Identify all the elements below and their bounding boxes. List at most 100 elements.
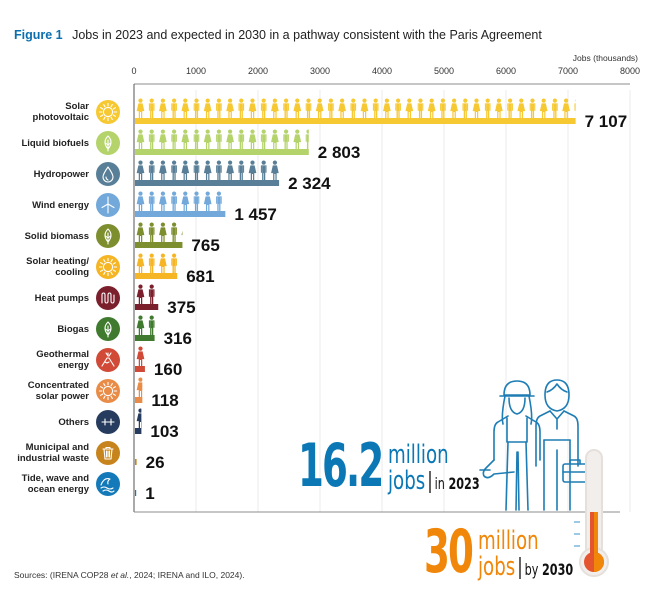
male-figure-icon <box>552 98 558 119</box>
female-figure-icon <box>136 253 145 274</box>
female-figure-icon <box>450 98 458 119</box>
category-label-line: Concentrated <box>27 380 89 391</box>
bars <box>135 98 576 496</box>
leaf-icon <box>96 131 120 155</box>
bar-people <box>136 377 143 398</box>
female-figure-icon <box>136 346 145 367</box>
female-figure-icon <box>248 129 257 150</box>
value-label: 7 107 <box>584 112 628 131</box>
bar-2 <box>135 160 280 186</box>
x-tick-label: 8000 <box>619 66 641 76</box>
sources-note: Sources: (IRENA COP28 et al., 2024; IREN… <box>14 570 245 580</box>
female-figure-icon <box>159 160 167 181</box>
bar-10 <box>135 408 142 434</box>
male-figure-icon <box>372 98 379 119</box>
female-figure-icon <box>383 98 391 119</box>
annotation-2030-unit: million <box>478 526 539 556</box>
leaf-icon <box>96 224 120 248</box>
category-label: Solid biomass <box>25 231 89 242</box>
bar-base <box>135 335 155 341</box>
male-figure-icon <box>574 98 576 119</box>
value-label: 26 <box>145 453 165 472</box>
category-label: Tide, wave and ocean energy <box>22 473 89 495</box>
bar-11 <box>135 459 137 465</box>
category-label-line: cooling <box>55 267 89 278</box>
category-label: Geothermal energy <box>36 349 89 371</box>
sun-icon <box>96 100 120 124</box>
annotation-2023: 16.2 million jobs in 2023 <box>298 436 480 496</box>
category-label-line: Tide, wave and <box>21 473 89 484</box>
male-figure-icon <box>507 98 513 119</box>
category-label: Wind energy <box>32 200 89 211</box>
category-label: Biogas <box>57 324 89 335</box>
male-figure-icon <box>462 98 469 119</box>
female-figure-icon <box>226 129 234 150</box>
female-figure-icon <box>159 222 167 243</box>
figure-number: Figure 1 <box>14 28 63 42</box>
male-figure-icon <box>350 98 357 119</box>
plus-plus-icon <box>96 410 120 434</box>
female-figure-icon <box>203 129 212 150</box>
bar-1 <box>135 129 309 155</box>
bar-9 <box>135 377 143 403</box>
male-figure-icon <box>148 160 155 181</box>
female-figure-icon <box>495 98 503 119</box>
value-label: 2 324 <box>288 174 331 193</box>
category-label-line: Solid biomass <box>24 230 89 242</box>
figure-title: Figure 1 Jobs in 2023 and expected in 20… <box>14 28 542 42</box>
female-figure-icon <box>136 377 143 398</box>
value-label: 765 <box>191 236 220 255</box>
male-figure-icon <box>216 191 222 212</box>
male-figure-icon <box>148 284 155 305</box>
sources-prefix: Sources: (IRENA COP28 <box>14 570 111 580</box>
female-figure-icon <box>159 98 167 119</box>
male-figure-icon <box>171 191 177 212</box>
male-figure-icon <box>417 98 424 119</box>
female-figure-icon <box>181 160 190 181</box>
bar-base <box>135 149 309 155</box>
male-figure-icon <box>529 98 536 119</box>
male-figure-icon <box>148 129 155 150</box>
male-worker-icon <box>535 379 588 511</box>
bar-base <box>135 242 183 248</box>
value-label: 316 <box>163 329 192 348</box>
male-figure-icon <box>238 129 245 150</box>
male-figure-icon <box>216 160 222 181</box>
annotation-2030-prefix: by <box>524 560 539 579</box>
annotation-2023-when: in 2023 <box>435 474 480 493</box>
female-figure-icon <box>181 98 190 119</box>
bar-people <box>136 191 222 212</box>
x-tick-label: 3000 <box>309 66 331 76</box>
female-figure-icon <box>271 160 279 181</box>
sun-icon <box>96 379 120 403</box>
female-figure-icon <box>159 253 167 274</box>
bar-base <box>135 118 576 124</box>
category-label-line: solar power <box>35 391 89 402</box>
male-figure-icon <box>328 98 334 119</box>
category-label-line: Solar heating/ <box>26 256 89 267</box>
category-label-line: ocean energy <box>27 484 89 495</box>
annotation-2030: 30 million jobs by 2030 <box>424 522 573 582</box>
female-figure-icon <box>181 222 183 243</box>
annotation-2023-unit: million <box>388 440 449 470</box>
female-figure-icon <box>136 160 145 181</box>
bar-0 <box>135 98 576 124</box>
x-axis-title: Jobs (thousands) <box>572 53 638 63</box>
category-label-line: Geothermal <box>36 349 89 360</box>
value-label: 103 <box>150 422 179 441</box>
category-label-line: Biogas <box>57 323 89 335</box>
male-figure-icon <box>283 98 289 119</box>
bar-base <box>135 273 178 279</box>
bar-8 <box>135 346 145 372</box>
value-label: 1 <box>145 484 155 503</box>
male-figure-icon <box>148 222 155 243</box>
male-figure-icon <box>171 222 177 243</box>
female-figure-icon <box>203 98 212 119</box>
category-label: Municipal and industrial waste <box>17 442 89 464</box>
female-figure-icon <box>203 160 212 181</box>
female-figure-icon <box>136 408 142 429</box>
bar-people <box>136 346 145 367</box>
female-figure-icon <box>159 191 167 212</box>
category-label: Concentrated solar power <box>28 380 89 402</box>
